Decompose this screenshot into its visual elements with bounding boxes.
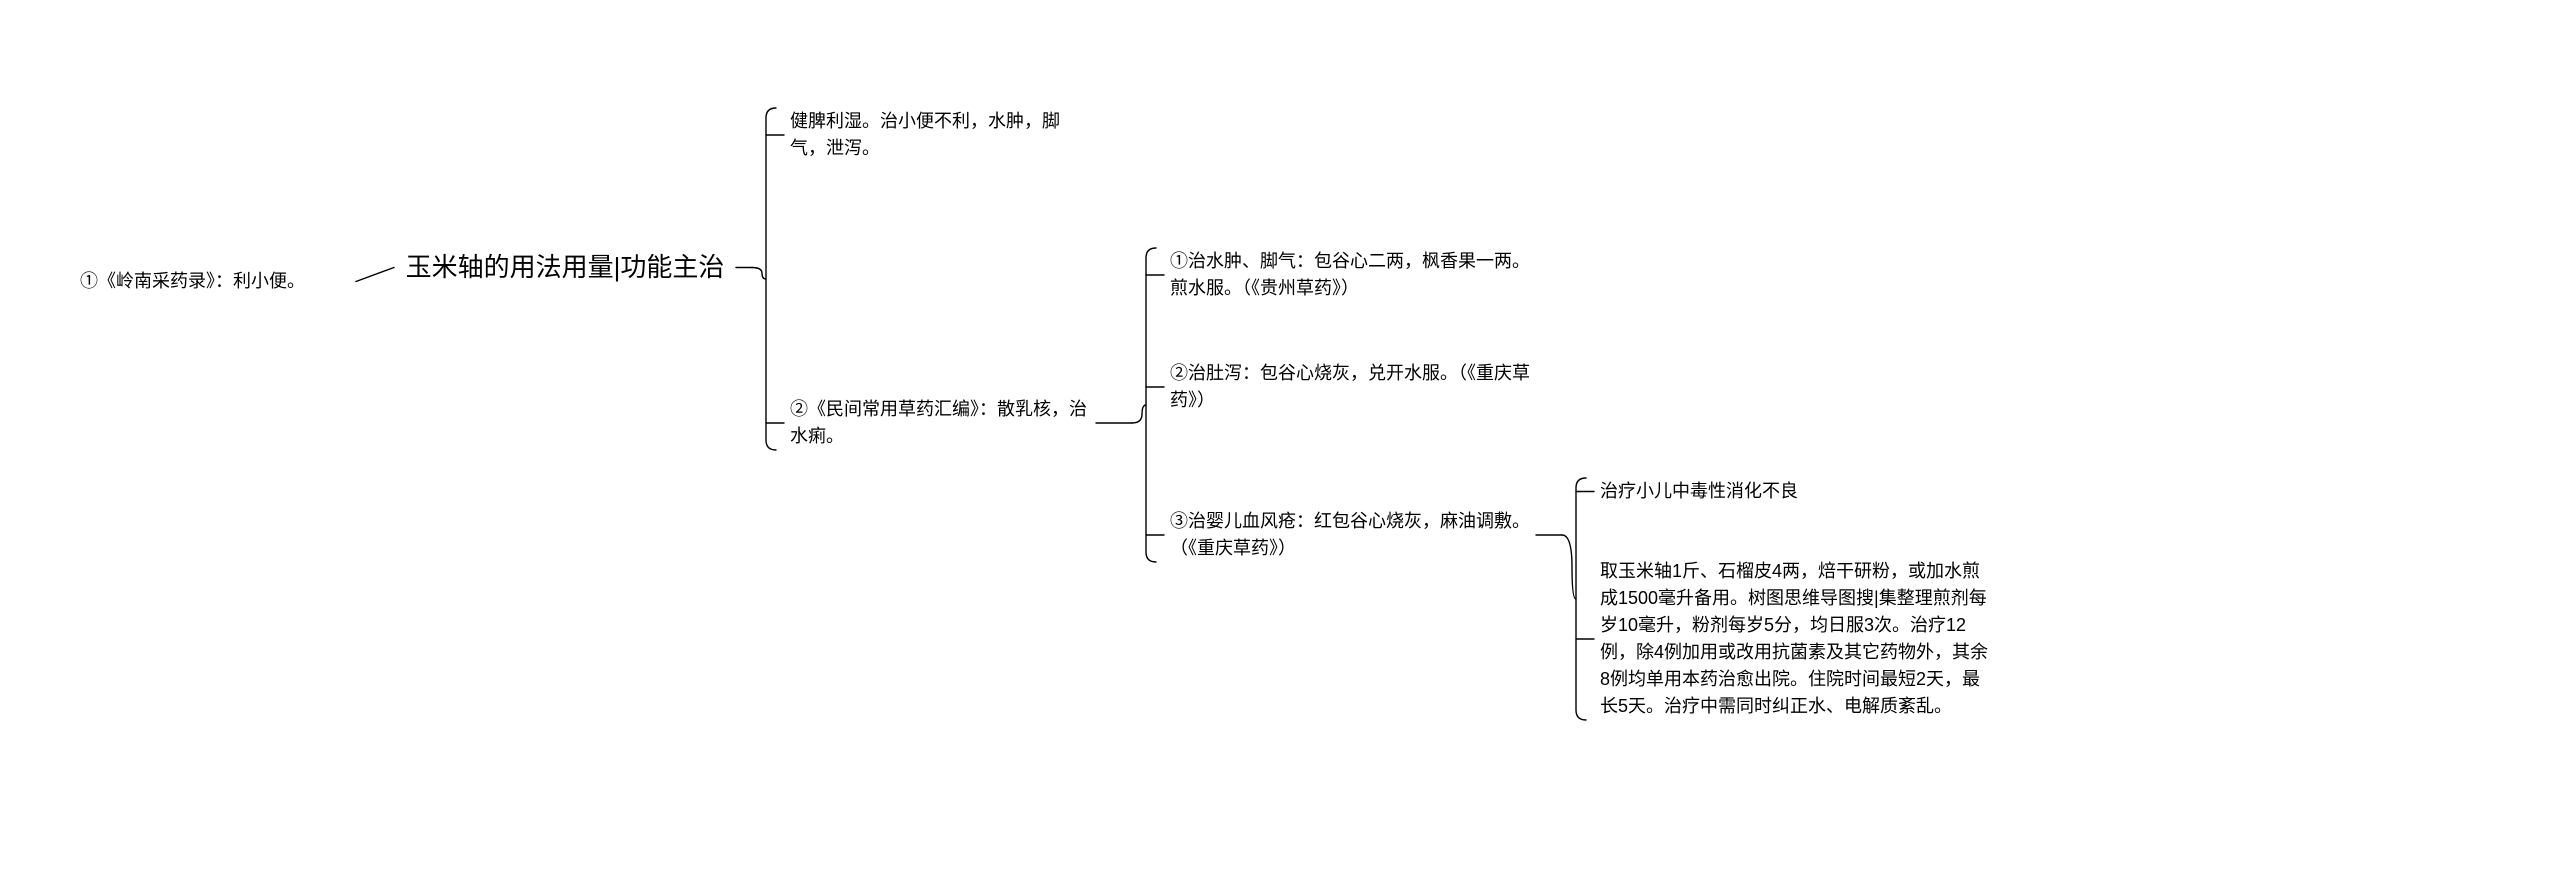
node-left1: ①《岭南采药录》：利小便。 [80,268,350,295]
node-root: 玉米轴的用法用量|功能主治 [400,248,730,287]
node-r2c1: 治疗小儿中毒性消化不良 [1600,478,2000,505]
node-r2c: ③治婴儿血风疮：红包谷心烧灰，麻油调敷。（《重庆草药》） [1170,508,1530,562]
node-r2: ②《民间常用草药汇编》：散乳核，治水痢。 [790,396,1090,450]
node-r2a: ①治水肿、脚气：包谷心二两，枫香果一两。煎水服。（《贵州草药》） [1170,248,1530,302]
connector-layer [0,0,2560,888]
node-r2b: ②治肚泻：包谷心烧灰，兑开水服。（《重庆草药》） [1170,360,1530,414]
node-r1: 健脾利湿。治小便不利，水肿，脚气，泄泻。 [790,108,1090,162]
node-r2c2: 取玉米轴1斤、石榴皮4两，焙干研粉，或加水煎成1500毫升备用。树图思维导图搜|… [1600,558,1990,720]
